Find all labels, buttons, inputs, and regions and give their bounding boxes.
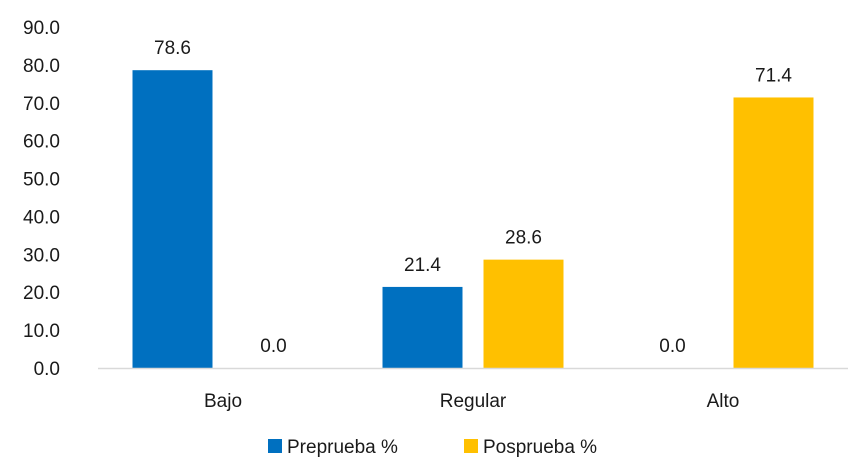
legend-swatch-posprueba	[464, 439, 478, 453]
category-label-alto: Alto	[707, 391, 740, 412]
data-label-posprueba-regular: 28.6	[505, 228, 542, 249]
y-tick-label: 90.0	[23, 18, 60, 39]
y-tick-label: 30.0	[23, 245, 60, 266]
y-tick-label: 80.0	[23, 56, 60, 77]
category-labels: Bajo Regular Alto	[204, 391, 739, 412]
data-label-preprueba-alto: 0.0	[659, 336, 685, 357]
bar-posprueba-alto	[733, 97, 814, 369]
bar-posprueba-regular	[483, 259, 564, 368]
bar-preprueba-bajo	[132, 70, 213, 369]
data-label-posprueba-bajo: 0.0	[260, 336, 286, 357]
y-tick-label: 0.0	[34, 359, 60, 380]
category-label-regular: Regular	[440, 391, 507, 412]
legend-label-posprueba: Posprueba %	[483, 437, 597, 458]
y-tick-label: 70.0	[23, 94, 60, 115]
bar-preprueba-regular	[382, 286, 463, 368]
y-tick-label: 60.0	[23, 132, 60, 153]
plot-area: 78.6 0.0 21.4 28.6 0.0 71.4	[132, 38, 814, 369]
y-tick-label: 50.0	[23, 170, 60, 191]
y-tick-label: 10.0	[23, 321, 60, 342]
data-label-preprueba-regular: 21.4	[404, 255, 441, 276]
y-tick-label: 40.0	[23, 207, 60, 228]
legend-label-preprueba: Preprueba %	[287, 437, 398, 458]
data-label-posprueba-alto: 71.4	[755, 65, 792, 86]
y-tick-label: 20.0	[23, 283, 60, 304]
data-label-preprueba-bajo: 78.6	[154, 38, 191, 59]
category-label-bajo: Bajo	[204, 391, 242, 412]
legend: Preprueba % Posprueba %	[268, 437, 597, 458]
legend-swatch-preprueba	[268, 439, 282, 453]
y-axis-tick-labels: 0.0 10.0 20.0 30.0 40.0 50.0 60.0 70.0 80.0 90.0	[23, 18, 60, 380]
